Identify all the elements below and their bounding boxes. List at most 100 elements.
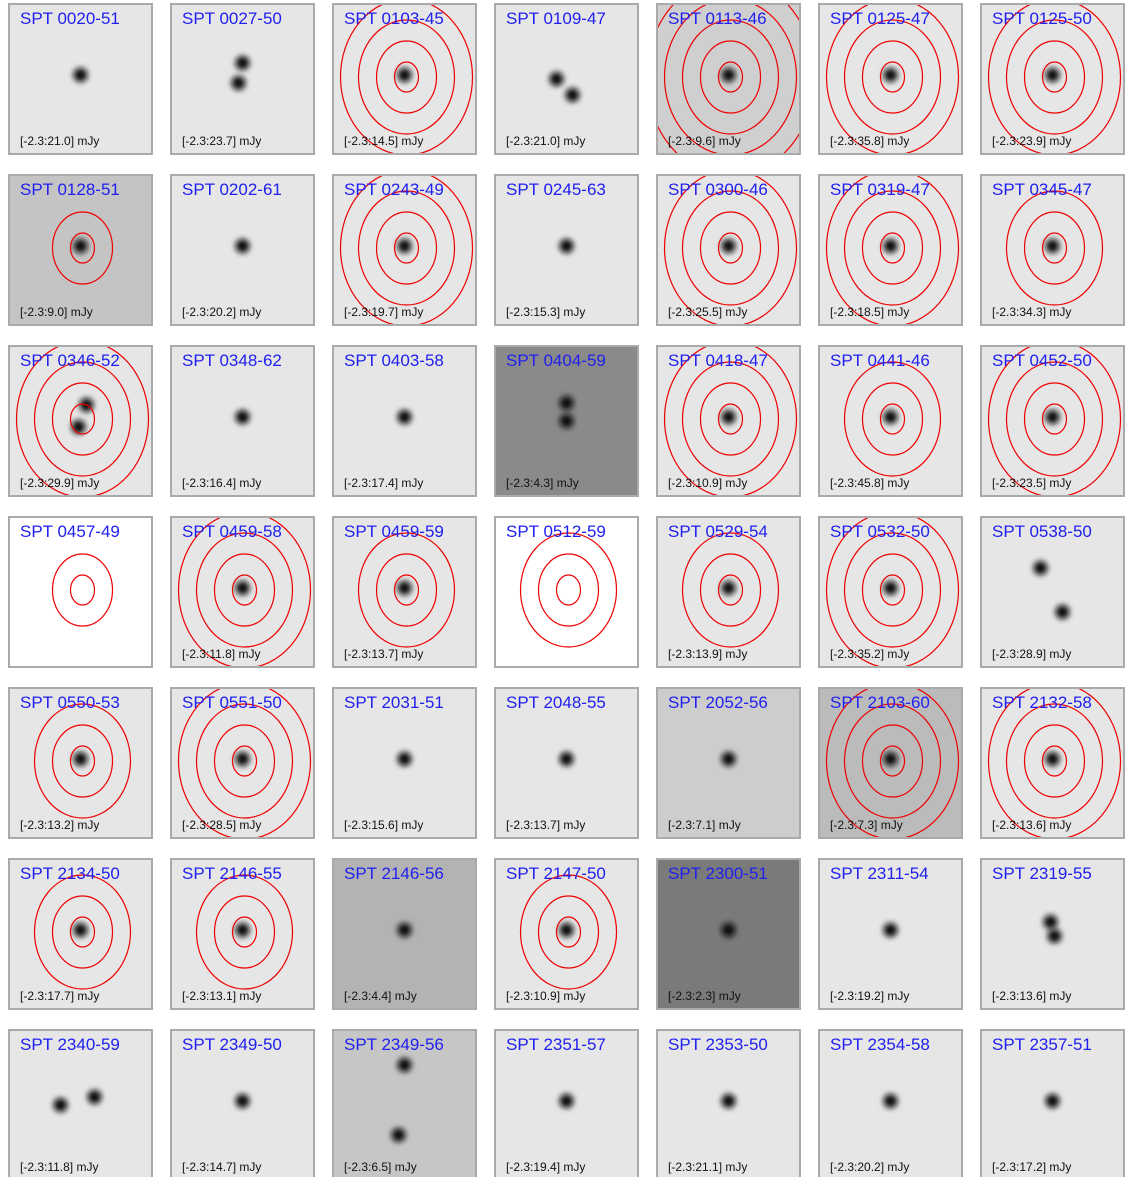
source-name: SPT 0300-46 [668, 180, 768, 199]
panel: SPT 2052-56[-2.3:7.1] mJy [657, 688, 800, 838]
panel: SPT 0551-50[-2.3:28.5] mJy [171, 683, 314, 839]
panel: SPT 0027-50[-2.3:23.7] mJy [171, 4, 314, 154]
panel: SPT 0550-53[-2.3:13.2] mJy [9, 688, 152, 838]
source-name: SPT 0404-59 [506, 351, 606, 370]
source [236, 581, 250, 595]
panel: SPT 0103-45 [-2.3:14.5] mJy [333, 0, 476, 155]
flux-range: [-2.3:13.9] mJy [668, 647, 747, 661]
panel: SPT 0441-46 [-2.3:45.8] mJy [819, 346, 962, 496]
flux-range: [-2.3:10.9] mJy [506, 989, 585, 1003]
source-name: SPT 0403-58 [344, 351, 444, 370]
source [398, 923, 412, 937]
source-name: SPT 0418-47 [668, 351, 768, 370]
panel: SPT 0125-50[-2.3:23.9] mJy [981, 0, 1124, 155]
source-name: SPT 0345-47 [992, 180, 1092, 199]
panel: SPT 0113-46[-2.3:9.6] mJy [647, 0, 815, 176]
source-name: SPT 0452-50 [992, 351, 1092, 370]
source-name: SPT 0348-62 [182, 351, 282, 370]
flux-range: [-2.3:10.9] mJy [668, 476, 747, 490]
source [1046, 410, 1060, 424]
source-name: SPT 0125-50 [992, 9, 1092, 28]
source [74, 752, 88, 766]
source [236, 752, 250, 766]
source-name: SPT 2340-59 [20, 1035, 120, 1054]
source-name: SPT 2031-51 [344, 693, 444, 712]
source [722, 923, 736, 937]
flux-range: [-2.3:20.2] mJy [182, 305, 261, 319]
source-name: SPT 0459-58 [182, 522, 282, 541]
flux-range: [-2.3:13.6] mJy [992, 989, 1071, 1003]
panel: SPT 0459-58[-2.3:11.8] mJy [171, 512, 314, 668]
source-name: SPT 0243-49 [344, 180, 444, 199]
flux-range: [-2.3:19.4] mJy [506, 1160, 585, 1174]
panel: SPT 2340-59[-2.3:11.8] mJy [9, 1030, 152, 1177]
panel: SPT 0346-52[-2.3:29.9] mJy [9, 341, 152, 497]
panel: SPT 2147-50[-2.3:10.9] mJy [495, 859, 638, 1009]
source [722, 752, 736, 766]
source [560, 239, 574, 253]
source-name: SPT 0538-50 [992, 522, 1092, 541]
source [398, 68, 412, 82]
source-name: SPT 2146-56 [344, 864, 444, 883]
flux-range: [-2.3:15.3] mJy [506, 305, 585, 319]
panel: SPT 0404-59[-2.3:4.3] mJy [495, 346, 638, 496]
source [236, 56, 250, 70]
panel: SPT 2357-51[-2.3:17.2] mJy [981, 1030, 1124, 1177]
source [884, 68, 898, 82]
flux-range: [-2.3:16.4] mJy [182, 476, 261, 490]
flux-range: [-2.3:13.2] mJy [20, 818, 99, 832]
panel: SPT 0459-59 [-2.3:13.7] mJy [333, 517, 476, 667]
source-name: SPT 0459-59 [344, 522, 444, 541]
flux-range: [-2.3:20.2] mJy [830, 1160, 909, 1174]
flux-range: [-2.3:21.1] mJy [668, 1160, 747, 1174]
source-name: SPT 2052-56 [668, 693, 768, 712]
source [560, 1094, 574, 1108]
flux-range: [-2.3:2.3] mJy [668, 989, 741, 1003]
source [72, 420, 86, 434]
flux-range: [-2.3:13.7] mJy [344, 647, 423, 661]
flux-range: [-2.3:13.6] mJy [992, 818, 1071, 832]
source [1046, 68, 1060, 82]
panel: SPT 2351-57[-2.3:19.4] mJy [495, 1030, 638, 1177]
flux-range: [-2.3:45.8] mJy [830, 476, 909, 490]
source-name: SPT 0245-63 [506, 180, 606, 199]
source-name: SPT 2354-58 [830, 1035, 930, 1054]
source [722, 581, 736, 595]
source-name: SPT 0202-61 [182, 180, 282, 199]
source [884, 1094, 898, 1108]
flux-range: [-2.3:14.5] mJy [344, 134, 423, 148]
flux-range: [-2.3:23.7] mJy [182, 134, 261, 148]
source [236, 923, 250, 937]
source [88, 1090, 102, 1104]
source-name: SPT 0551-50 [182, 693, 282, 712]
source-name: SPT 0109-47 [506, 9, 606, 28]
source [722, 1094, 736, 1108]
source [884, 752, 898, 766]
source-name: SPT 0125-47 [830, 9, 930, 28]
source [884, 410, 898, 424]
source [398, 752, 412, 766]
source [74, 239, 88, 253]
source [884, 581, 898, 595]
flux-range: [-2.3:23.5] mJy [992, 476, 1071, 490]
source [232, 76, 246, 90]
flux-range: [-2.3:18.5] mJy [830, 305, 909, 319]
flux-range: [-2.3:9.0] mJy [20, 305, 93, 319]
source-name: SPT 2319-55 [992, 864, 1092, 883]
flux-range: [-2.3:34.3] mJy [992, 305, 1071, 319]
source [236, 1094, 250, 1108]
panel: SPT 0245-63 [-2.3:15.3] mJy [495, 175, 638, 325]
source [1056, 605, 1070, 619]
panel: SPT 0020-51[-2.3:21.0] mJy [9, 4, 152, 154]
source [74, 923, 88, 937]
flux-range: [-2.3:17.7] mJy [20, 989, 99, 1003]
source-name: SPT 0441-46 [830, 351, 930, 370]
source-name: SPT 0103-45 [344, 9, 444, 28]
source-name: SPT 0532-50 [830, 522, 930, 541]
flux-range: [-2.3:19.7] mJy [344, 305, 423, 319]
source [884, 239, 898, 253]
source-name: SPT 2349-50 [182, 1035, 282, 1054]
source-name: SPT 2048-55 [506, 693, 606, 712]
flux-range: [-2.3:14.7] mJy [182, 1160, 261, 1174]
source-name: SPT 0346-52 [20, 351, 120, 370]
